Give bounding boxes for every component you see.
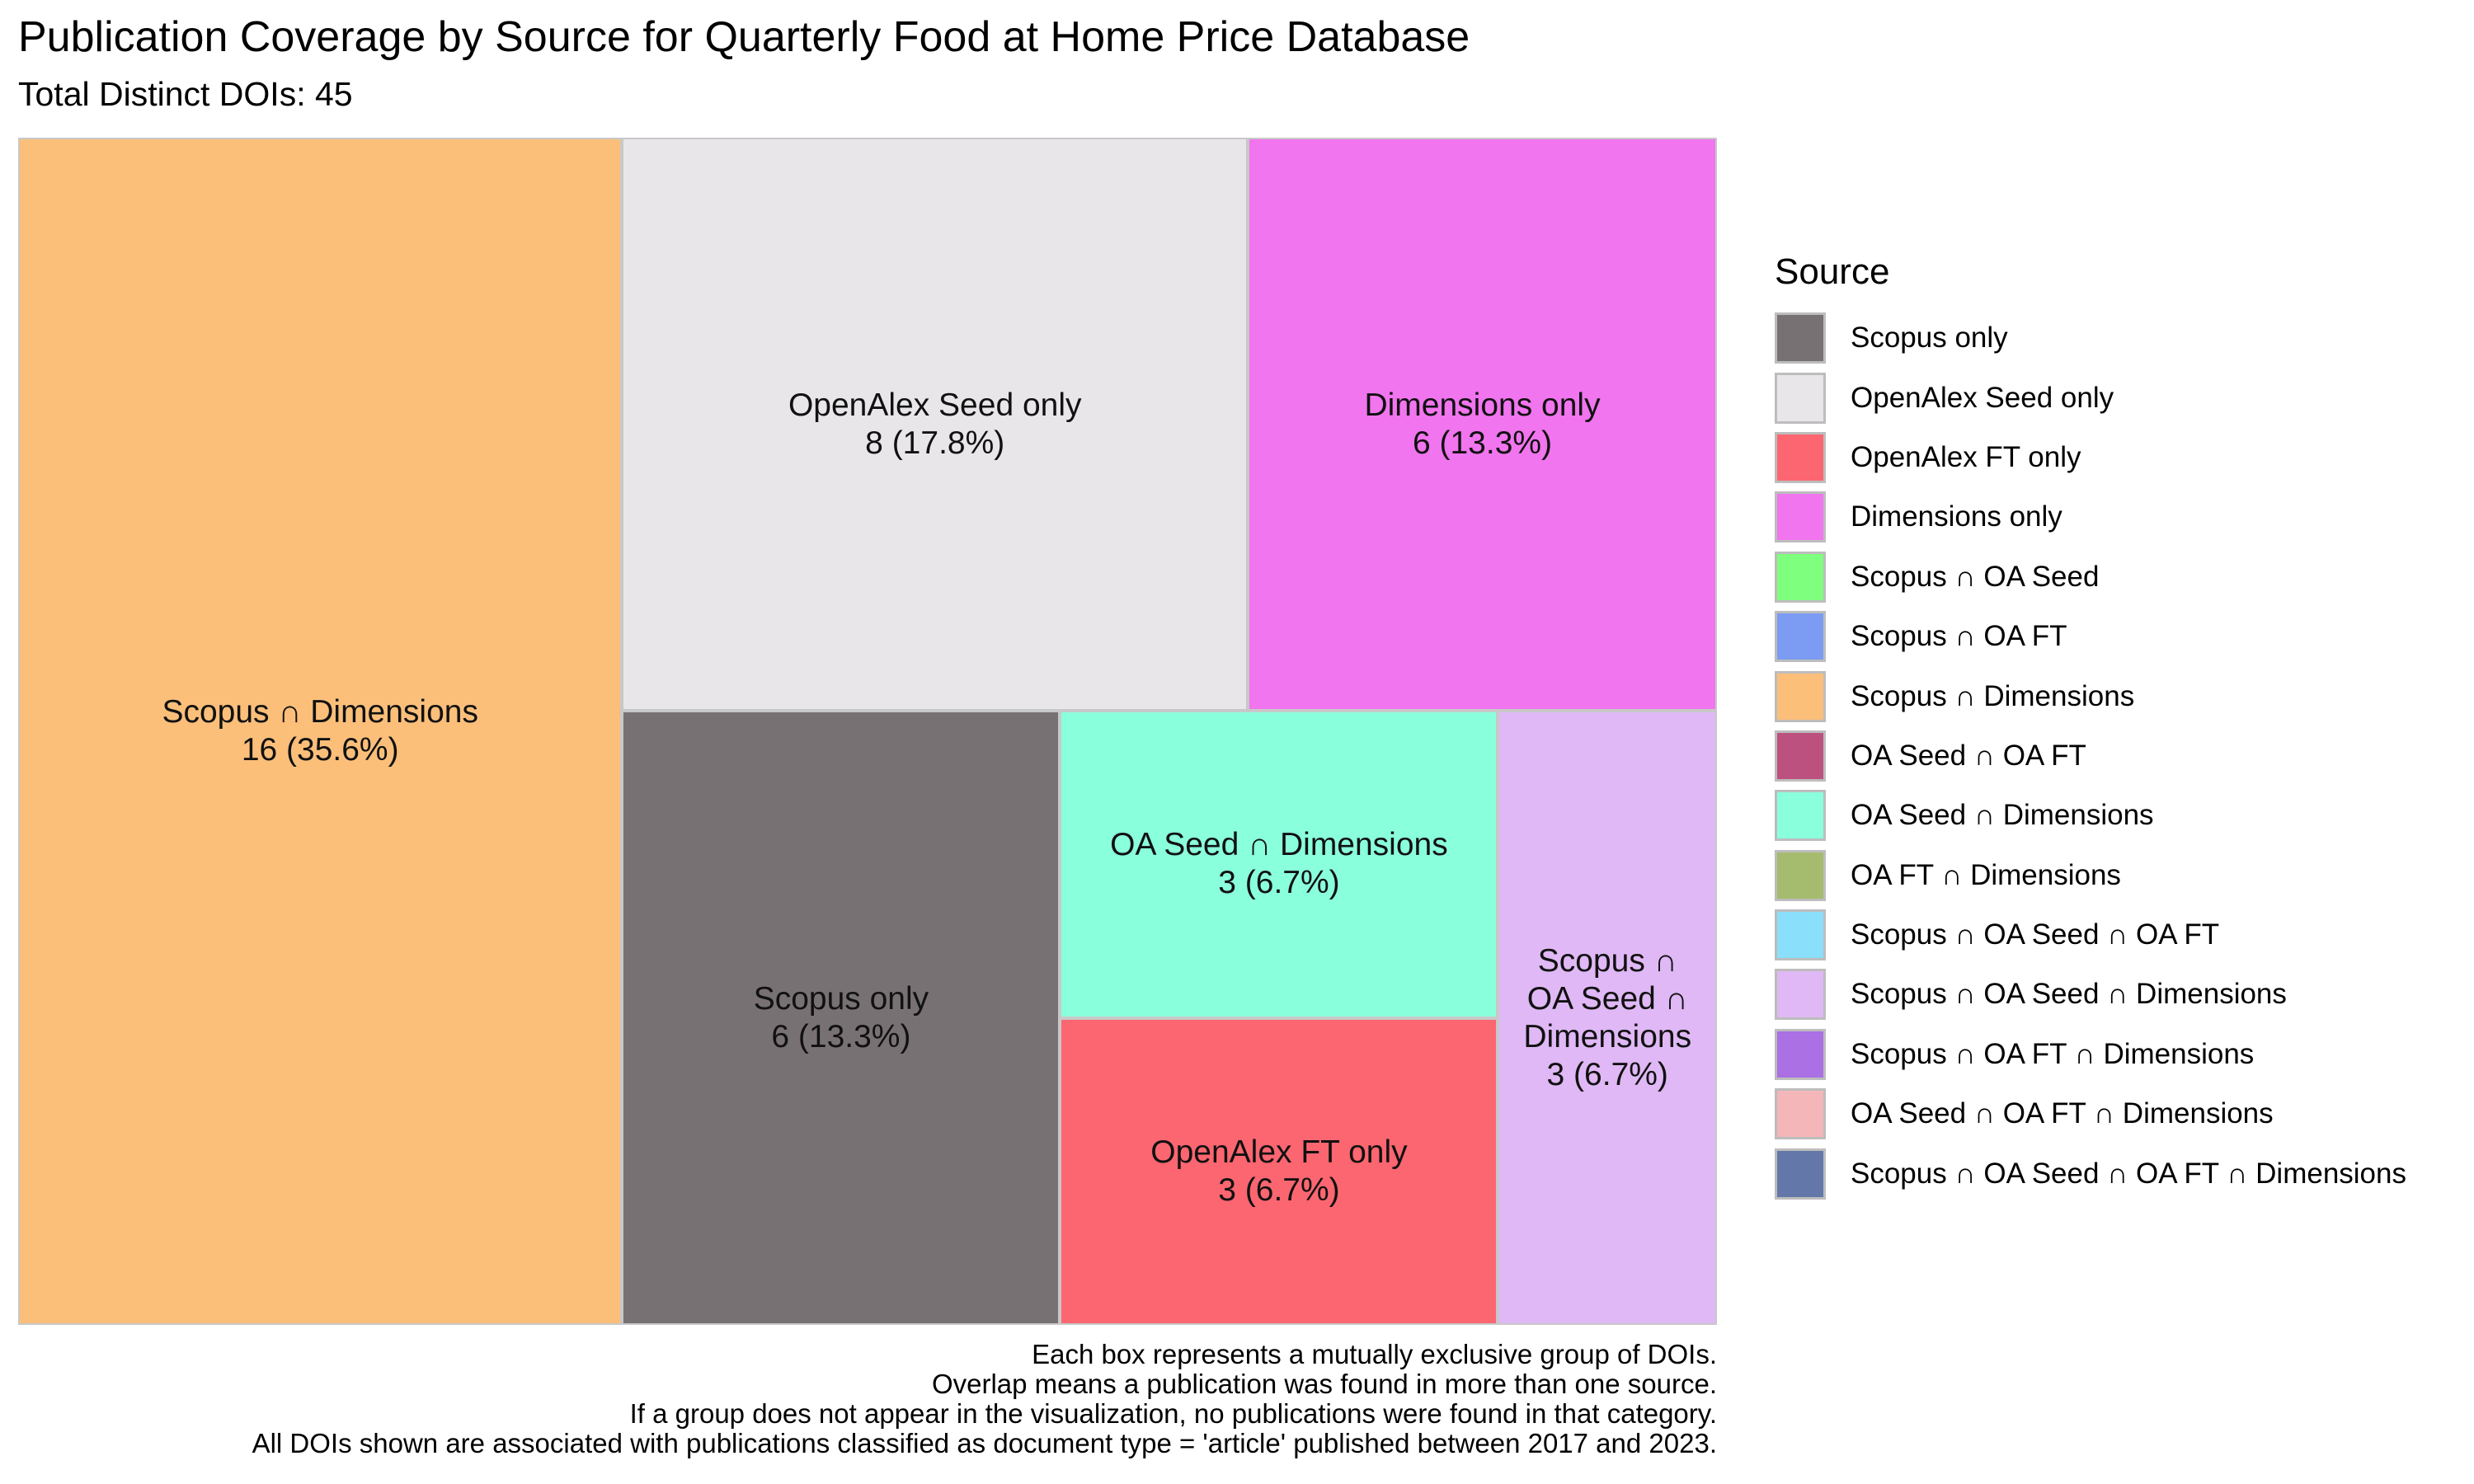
caption-line: All DOIs shown are associated with publi… — [252, 1428, 1717, 1458]
legend-label: Scopus ∩ OA FT — [1851, 620, 2067, 653]
tile-scopus-and-oa-seed-and-dimensions: Scopus ∩ OA Seed ∩ Dimensions 3 (6.7%) — [1498, 711, 1717, 1325]
legend-swatch — [1775, 611, 1826, 663]
legend-swatch — [1775, 670, 1826, 722]
treemap: Scopus ∩ Dimensions 16 (35.6%) OpenAlex Se… — [18, 138, 1717, 1325]
caption-line: Overlap means a publication was found in… — [931, 1369, 1717, 1399]
legend-swatch — [1775, 909, 1826, 961]
legend-label: Scopus ∩ OA Seed ∩ OA FT ∩ Dimensions — [1851, 1157, 2406, 1190]
tile-label-line: OA Seed ∩ Dimensions — [1110, 827, 1448, 863]
tile-value: 16 (35.6%) — [241, 732, 399, 768]
tile-value: 3 (6.7%) — [1218, 865, 1340, 901]
tile-label-line: Scopus ∩ Dimensions — [162, 694, 478, 730]
legend-item-oa-seed-and-dimensions: OA Seed ∩ Dimensions — [1775, 786, 2467, 845]
caption-line: Each box represents a mutually exclusive… — [1032, 1339, 1717, 1369]
legend-swatch — [1775, 790, 1826, 842]
tile-value: 3 (6.7%) — [1218, 1172, 1340, 1208]
legend-swatch — [1775, 372, 1826, 424]
tile-scopus-and-dimensions: Scopus ∩ Dimensions 16 (35.6%) — [18, 138, 623, 1325]
tile-label: Dimensions only 6 (13.3%) — [1364, 387, 1600, 463]
legend-item-oa-ft-and-dimensions: OA FT ∩ Dimensions — [1775, 846, 2467, 905]
legend-label: OA Seed ∩ OA FT ∩ Dimensions — [1851, 1097, 2274, 1130]
legend-label: OA FT ∩ Dimensions — [1851, 858, 2121, 891]
legend-swatch — [1775, 1148, 1826, 1200]
legend-items: Scopus only OpenAlex Seed only OpenAlex FT… — [1775, 308, 2467, 1204]
legend-swatch — [1775, 312, 1826, 364]
tile-scopus-only: Scopus only 6 (13.3%) — [622, 711, 1061, 1325]
tile-label: OA Seed ∩ Dimensions 3 (6.7%) — [1110, 826, 1448, 902]
legend-swatch — [1775, 551, 1826, 603]
chart-caption: Each box represents a mutually exclusive… — [252, 1340, 1717, 1458]
tile-value: 6 (13.3%) — [771, 1018, 911, 1054]
legend-item-dimensions-only: Dimensions only — [1775, 487, 2467, 547]
tile-label-line: OpenAlex Seed only — [788, 387, 1082, 423]
legend-swatch — [1775, 1028, 1826, 1080]
tile-label: Scopus ∩ Dimensions 16 (35.6%) — [162, 693, 478, 769]
legend-item-oa-seed-and-oa-ft: OA Seed ∩ OA FT — [1775, 726, 2467, 786]
legend-item-scopus-and-oa-seed-and-dimensions: Scopus ∩ OA Seed ∩ Dimensions — [1775, 965, 2467, 1024]
tile-label: Scopus only 6 (13.3%) — [754, 980, 929, 1056]
legend-title: Source — [1775, 251, 1890, 292]
legend-item-oa-seed-and-oa-ft-and-dimensions: OA Seed ∩ OA FT ∩ Dimensions — [1775, 1084, 2467, 1144]
legend-swatch — [1775, 730, 1826, 782]
legend-item-scopus-and-oa-ft: Scopus ∩ OA FT — [1775, 607, 2467, 666]
legend: Source Scopus only OpenAlex Seed only Open… — [1775, 247, 2467, 1204]
legend-label: Dimensions only — [1851, 500, 2062, 533]
tile-label-line: Dimensions only — [1364, 387, 1601, 423]
legend-item-scopus-and-oa-seed-and-oa-ft: Scopus ∩ OA Seed ∩ OA FT — [1775, 905, 2467, 965]
legend-swatch — [1775, 491, 1826, 543]
caption-line: If a group does not appear in the visual… — [629, 1398, 1717, 1429]
tile-label-line: Scopus ∩ — [1537, 942, 1677, 979]
legend-label: Scopus ∩ OA Seed — [1851, 560, 2100, 593]
tile-oa-seed-and-dimensions: OA Seed ∩ Dimensions 3 (6.7%) — [1060, 711, 1498, 1018]
tile-label: OpenAlex FT only 3 (6.7%) — [1150, 1134, 1407, 1209]
legend-label: Scopus ∩ OA Seed ∩ Dimensions — [1851, 978, 2287, 1011]
tile-openalex-seed-only: OpenAlex Seed only 8 (17.8%) — [622, 138, 1249, 711]
chart-title: Publication Coverage by Source for Quart… — [18, 13, 1470, 61]
legend-swatch — [1775, 849, 1826, 901]
legend-label: Scopus ∩ Dimensions — [1851, 679, 2135, 712]
legend-item-scopus-and-oa-ft-and-dimensions: Scopus ∩ OA FT ∩ Dimensions — [1775, 1025, 2467, 1084]
legend-swatch — [1775, 969, 1826, 1021]
legend-label: OpenAlex Seed only — [1851, 381, 2114, 414]
legend-label: Scopus ∩ OA Seed ∩ OA FT — [1851, 918, 2220, 951]
tile-label: Scopus ∩ OA Seed ∩ Dimensions 3 (6.7%) — [1523, 942, 1691, 1094]
legend-swatch — [1775, 431, 1826, 483]
legend-label: OpenAlex FT only — [1851, 440, 2081, 473]
tile-label-line: OpenAlex FT only — [1150, 1134, 1408, 1170]
legend-label: OA Seed ∩ Dimensions — [1851, 799, 2154, 832]
legend-item-scopus-and-dimensions: Scopus ∩ Dimensions — [1775, 666, 2467, 726]
chart-subtitle: Total Distinct DOIs: 45 — [18, 75, 353, 113]
tile-value: 6 (13.3%) — [1412, 425, 1553, 461]
tile-value: 8 (17.8%) — [865, 425, 1005, 461]
tile-dimensions-only: Dimensions only 6 (13.3%) — [1248, 138, 1717, 711]
legend-item-scopus-and-oa-seed: Scopus ∩ OA Seed — [1775, 547, 2467, 607]
legend-item-scopus-only: Scopus only — [1775, 308, 2467, 368]
tile-openalex-ft-only: OpenAlex FT only 3 (6.7%) — [1060, 1017, 1498, 1325]
tile-label-line: OA Seed ∩ — [1526, 980, 1688, 1017]
legend-item-scopus-and-oa-seed-and-oa-ft-and-dimensions: Scopus ∩ OA Seed ∩ OA FT ∩ Dimensions — [1775, 1144, 2467, 1203]
tile-label: OpenAlex Seed only 8 (17.8%) — [788, 387, 1082, 463]
tile-label-line: Scopus only — [753, 980, 929, 1017]
legend-item-openalex-ft-only: OpenAlex FT only — [1775, 428, 2467, 487]
legend-label: Scopus ∩ OA FT ∩ Dimensions — [1851, 1037, 2255, 1070]
legend-swatch — [1775, 1088, 1826, 1140]
tile-label-line: Dimensions — [1523, 1018, 1692, 1054]
tile-value: 3 (6.7%) — [1546, 1056, 1668, 1092]
legend-label: Scopus only — [1851, 322, 2008, 355]
legend-label: OA Seed ∩ OA FT — [1851, 739, 2086, 772]
legend-item-openalex-seed-only: OpenAlex Seed only — [1775, 368, 2467, 427]
